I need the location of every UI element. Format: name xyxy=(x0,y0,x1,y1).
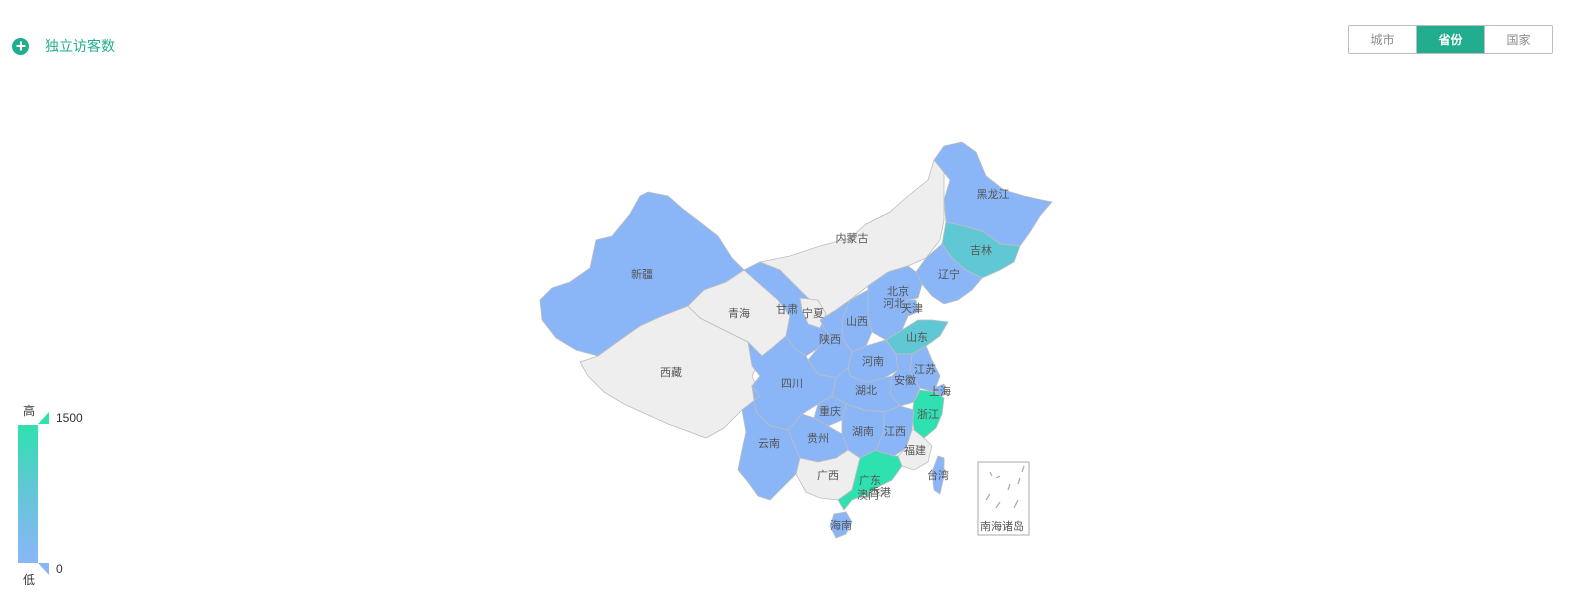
region-label: 广东 xyxy=(859,474,881,487)
region-ningxia[interactable] xyxy=(799,297,827,329)
region-label: 吉林 xyxy=(970,243,992,257)
legend-low-label: 低 xyxy=(23,573,36,587)
region-label: 云南 xyxy=(758,437,780,450)
region-label: 福建 xyxy=(904,443,926,457)
region-label: 北京 xyxy=(887,284,909,298)
region-label: 湖北 xyxy=(855,384,877,397)
region-label: 湖南 xyxy=(852,425,874,438)
region-label: 广西 xyxy=(817,469,839,482)
region-label: 山西 xyxy=(846,315,868,328)
region-label: 安徽 xyxy=(894,373,916,387)
switch-country-button[interactable]: 国家 xyxy=(1484,26,1552,53)
region-label: 黑龙江 xyxy=(977,188,1010,201)
region-label: 重庆 xyxy=(819,404,841,418)
region-hainan[interactable] xyxy=(829,511,853,539)
region-label: 江西 xyxy=(884,425,906,438)
south-china-sea-inset: 南海诸岛 xyxy=(977,461,1030,536)
legend-max-value: 1500 xyxy=(56,411,83,425)
province-regions xyxy=(539,141,1053,539)
switch-province-button[interactable]: 省份 xyxy=(1416,26,1484,53)
chart-header: 独立访客数 xyxy=(12,34,115,58)
region-label: 新疆 xyxy=(631,267,653,281)
region-label: 内蒙古 xyxy=(836,231,869,245)
region-label: 江苏 xyxy=(914,363,936,376)
region-label: 山东 xyxy=(906,331,928,344)
region-hongkong[interactable] xyxy=(875,487,885,497)
region-label: 上海 xyxy=(929,384,951,398)
region-label: 河南 xyxy=(862,355,884,368)
region-label: 河北 xyxy=(883,297,905,310)
region-jiangxi[interactable] xyxy=(875,405,915,457)
region-label: 香港 xyxy=(869,486,891,499)
region-label: 台湾 xyxy=(927,468,949,482)
region-label: 四川 xyxy=(781,378,803,390)
region-label: 海南 xyxy=(830,518,852,532)
region-guangdong[interactable] xyxy=(837,449,903,511)
legend-max-handle[interactable] xyxy=(38,412,49,424)
plus-circle-icon[interactable] xyxy=(12,37,29,55)
region-label: 甘肃 xyxy=(776,303,798,316)
region-macau[interactable] xyxy=(865,491,871,498)
legend-min-handle[interactable] xyxy=(38,563,49,575)
visual-map-legend: 高 1500 0 低 xyxy=(17,400,97,590)
region-label: 天津 xyxy=(901,302,923,315)
region-label: 陕西 xyxy=(819,332,841,346)
region-anhui[interactable] xyxy=(889,353,921,407)
region-label: 贵州 xyxy=(807,432,829,445)
region-level-switch: 城市 省份 国家 xyxy=(1348,25,1553,54)
metric-title[interactable]: 独立访客数 xyxy=(45,38,115,54)
region-label: 澳门 xyxy=(857,488,879,502)
region-label: 青海 xyxy=(728,306,750,320)
region-label: 浙江 xyxy=(917,408,939,421)
inset-label: 南海诸岛 xyxy=(980,519,1024,533)
legend-gradient-bar[interactable] xyxy=(18,425,38,563)
region-label: 宁夏 xyxy=(802,306,824,320)
region-label: 西藏 xyxy=(660,366,682,379)
region-taiwan[interactable] xyxy=(931,455,945,495)
legend-min-value: 0 xyxy=(56,562,63,576)
legend-high-label: 高 xyxy=(23,404,36,418)
region-label: 辽宁 xyxy=(938,267,960,281)
switch-city-button[interactable]: 城市 xyxy=(1349,26,1416,53)
